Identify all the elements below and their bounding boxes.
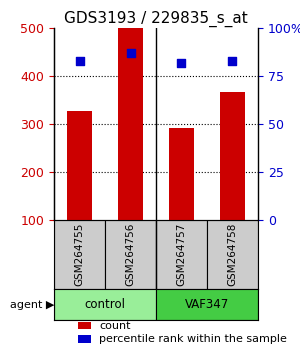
FancyBboxPatch shape: [105, 220, 156, 289]
Text: VAF347: VAF347: [185, 298, 229, 311]
Bar: [79, 335, 91, 343]
Point: [179, 60, 184, 66]
Text: GSM264758: GSM264758: [227, 223, 238, 286]
Text: GSM264755: GSM264755: [74, 223, 85, 286]
Bar: [67, 111, 92, 220]
FancyBboxPatch shape: [207, 220, 258, 289]
Title: GDS3193 / 229835_s_at: GDS3193 / 229835_s_at: [64, 11, 248, 27]
Bar: [118, 23, 143, 220]
FancyBboxPatch shape: [54, 289, 156, 320]
Point: [230, 58, 235, 64]
FancyBboxPatch shape: [54, 220, 105, 289]
Text: GSM264757: GSM264757: [176, 223, 187, 286]
Bar: [79, 322, 91, 330]
FancyBboxPatch shape: [156, 220, 207, 289]
Bar: [220, 92, 245, 220]
Text: count: count: [99, 321, 130, 331]
Text: GSM264756: GSM264756: [125, 223, 136, 286]
Bar: [169, 128, 194, 220]
Text: percentile rank within the sample: percentile rank within the sample: [99, 334, 287, 344]
Text: agent ▶: agent ▶: [10, 300, 54, 310]
Point: [77, 58, 82, 64]
Point: [128, 50, 133, 56]
Text: control: control: [85, 298, 125, 311]
FancyBboxPatch shape: [156, 289, 258, 320]
